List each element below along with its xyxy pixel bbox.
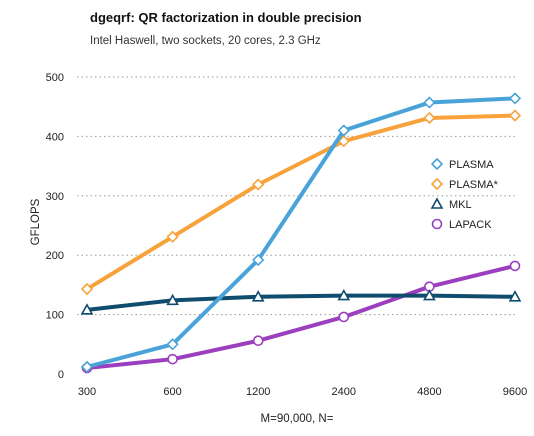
- series-group: [80, 92, 522, 374]
- series-line-lapack: [86, 263, 516, 371]
- series-line-plasma: [86, 96, 516, 369]
- series-lapack: [81, 260, 521, 374]
- data-point-plasma: [337, 124, 350, 137]
- legend-marker-lapack: [431, 218, 443, 230]
- legend-marker-mkl: [430, 197, 444, 209]
- legend-label-mkl: MKL: [449, 199, 472, 211]
- y-tick-label: 200: [46, 250, 64, 262]
- legend-item-mkl: MKL: [430, 197, 472, 211]
- legend-item-plasma-star: PLASMA*: [430, 177, 499, 191]
- y-tick-label: 500: [46, 72, 64, 84]
- x-axis-label: M=90,000, N=: [261, 413, 334, 425]
- series-plasma: [80, 92, 522, 374]
- data-point-plasma-star: [166, 230, 179, 243]
- data-point-plasma-star: [80, 282, 94, 296]
- legend: PLASMA PLASMA* MKL LAPACK: [430, 157, 499, 231]
- legend-label-plasma-star: PLASMA*: [449, 179, 499, 191]
- legend-label-lapack: LAPACK: [449, 219, 492, 231]
- legend-item-plasma: PLASMA: [430, 157, 494, 171]
- data-point-mkl: [508, 290, 522, 302]
- data-point-mkl: [251, 290, 265, 302]
- legend-label-plasma: PLASMA: [449, 159, 494, 171]
- x-tick-label: 1200: [246, 386, 270, 398]
- y-tick-label: 0: [58, 369, 64, 381]
- x-tick-label: 600: [163, 386, 181, 398]
- y-tick-label: 100: [46, 310, 64, 322]
- data-point-lapack: [509, 260, 521, 272]
- series-mkl: [80, 288, 522, 315]
- data-point-plasma-star: [423, 111, 436, 125]
- series-line-plasma-star: [85, 113, 516, 291]
- data-point-lapack: [167, 353, 178, 365]
- x-tick-label: 9600: [503, 386, 527, 398]
- data-point-mkl: [80, 303, 94, 315]
- y-tick-labels: 0 100 200 300 400 500: [46, 72, 64, 381]
- data-point-plasma-star: [337, 135, 350, 148]
- data-point-mkl: [423, 288, 436, 301]
- data-point-plasma-star: [252, 178, 265, 191]
- legend-marker-plasma: [430, 157, 444, 171]
- legend-marker-plasma-star: [430, 177, 444, 191]
- data-point-plasma-star: [508, 109, 522, 122]
- legend-item-lapack: LAPACK: [431, 218, 492, 231]
- x-tick-labels: 300 600 1200 2400 4800 9600: [78, 386, 527, 398]
- x-tick-label: 300: [78, 386, 96, 398]
- data-point-lapack: [338, 311, 350, 323]
- y-tick-label: 300: [46, 191, 64, 203]
- y-tick-label: 400: [46, 131, 64, 143]
- chart-title: dgeqrf: QR factorization in double preci…: [90, 10, 362, 25]
- data-point-plasma: [166, 338, 179, 351]
- series-plasma-star: [80, 109, 522, 296]
- series-line-mkl: [86, 293, 516, 312]
- x-tick-label: 2400: [332, 386, 356, 398]
- data-point-plasma: [423, 96, 436, 109]
- data-point-mkl: [166, 293, 179, 306]
- data-point-lapack: [252, 335, 264, 347]
- data-point-mkl: [337, 288, 351, 301]
- data-point-plasma: [508, 92, 522, 105]
- grid-lines: [77, 76, 518, 316]
- x-tick-label: 4800: [417, 386, 441, 398]
- chart-subtitle: Intel Haswell, two sockets, 20 cores, 2.…: [90, 35, 321, 47]
- y-axis-label: GFLOPS: [30, 198, 42, 245]
- data-point-plasma: [252, 253, 265, 267]
- data-point-plasma: [80, 360, 94, 374]
